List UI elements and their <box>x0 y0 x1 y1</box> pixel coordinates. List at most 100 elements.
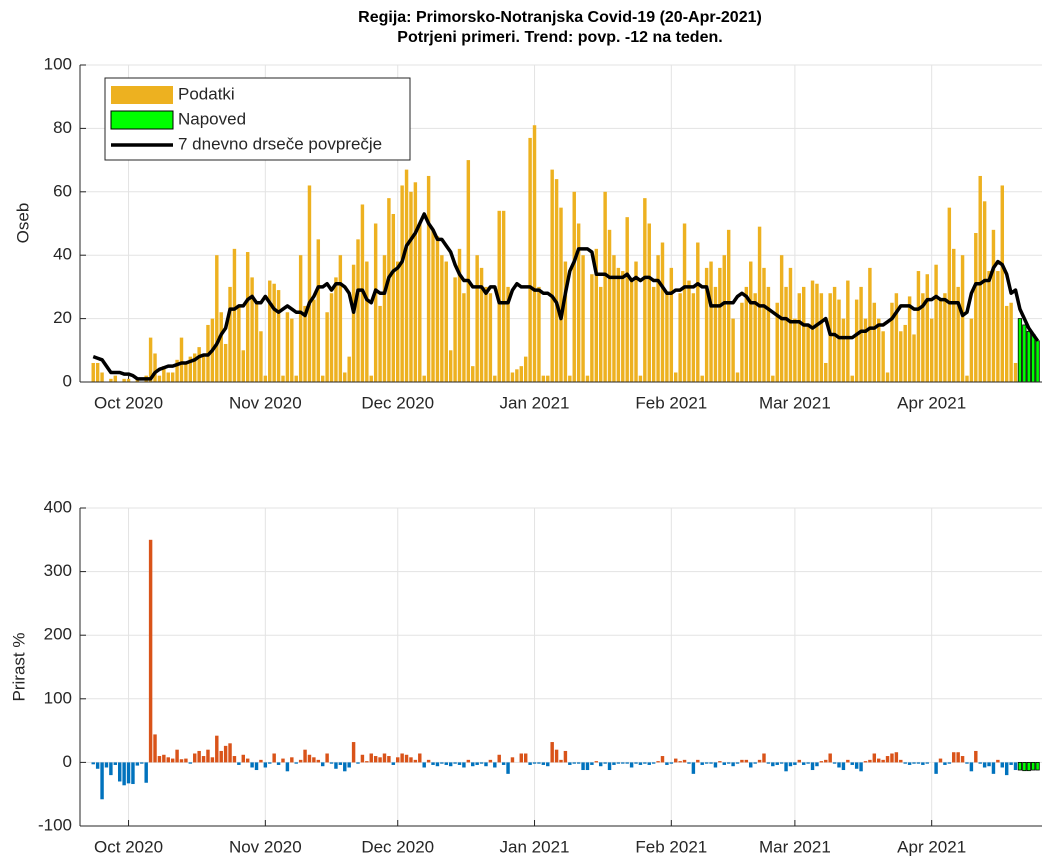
bar <box>528 762 532 765</box>
bar <box>709 261 713 382</box>
bar <box>621 762 625 764</box>
bar <box>206 749 210 763</box>
bar <box>828 293 832 382</box>
bar <box>484 286 488 382</box>
bar <box>899 331 903 382</box>
bar <box>1009 762 1013 765</box>
bar <box>356 239 360 382</box>
bar <box>581 255 585 382</box>
bar <box>991 762 996 774</box>
bar <box>365 761 369 763</box>
bar <box>290 318 294 382</box>
bar <box>590 762 594 765</box>
bar <box>422 375 426 382</box>
bar <box>952 752 956 763</box>
bar <box>391 762 396 765</box>
y-tick-label: -100 <box>38 815 72 834</box>
bar <box>532 125 537 382</box>
bar <box>594 248 599 382</box>
bar <box>193 753 197 763</box>
bar <box>175 749 179 763</box>
bar <box>391 213 396 382</box>
bar <box>656 761 660 763</box>
bar <box>696 242 700 382</box>
bar <box>749 261 753 382</box>
bar <box>929 318 934 382</box>
bar <box>625 217 629 382</box>
bar <box>466 160 471 382</box>
x-tick-label: Feb 2021 <box>635 837 707 856</box>
bar <box>113 375 118 382</box>
bar <box>241 350 245 382</box>
bar <box>634 261 638 382</box>
bar <box>387 198 391 382</box>
bar <box>285 312 290 382</box>
bar <box>572 762 576 764</box>
bar <box>276 290 281 382</box>
bar <box>479 267 484 382</box>
bar <box>237 305 241 382</box>
bar <box>109 762 113 776</box>
moving-average-line <box>92 212 1040 381</box>
bar <box>373 756 378 763</box>
bar <box>810 762 815 771</box>
bar <box>828 753 832 763</box>
bar <box>916 762 921 764</box>
bar <box>947 207 952 382</box>
bar <box>700 762 704 765</box>
bar <box>660 242 665 382</box>
bar <box>197 750 201 763</box>
bar <box>347 356 351 382</box>
y-axis-label: Oseb <box>13 203 32 244</box>
bar <box>462 762 466 768</box>
bar <box>563 261 568 382</box>
bar <box>497 754 501 763</box>
y-tick-label: 400 <box>44 497 72 516</box>
bar <box>109 378 113 382</box>
legend-label: Napoved <box>178 109 246 128</box>
bar <box>762 753 766 763</box>
bar <box>841 762 846 771</box>
y-tick-label: 0 <box>63 752 72 771</box>
bar <box>956 752 960 763</box>
bar <box>281 758 285 763</box>
bar <box>422 762 426 768</box>
bar <box>1026 330 1031 383</box>
bar <box>170 372 175 382</box>
bar <box>126 378 131 382</box>
bar <box>369 753 373 763</box>
bar <box>523 356 528 382</box>
bar <box>682 223 687 382</box>
bar <box>982 201 987 382</box>
bar <box>1031 762 1036 771</box>
bar <box>501 762 506 765</box>
bar <box>784 286 788 382</box>
bar <box>598 286 603 382</box>
bar <box>325 312 329 382</box>
bar <box>1013 762 1018 771</box>
bar <box>704 762 709 764</box>
bar <box>660 756 665 763</box>
bar <box>766 286 771 382</box>
bar <box>259 759 263 763</box>
bar <box>188 762 193 764</box>
bar <box>179 759 184 763</box>
bar <box>153 734 157 763</box>
bar <box>726 229 731 382</box>
bar <box>797 293 802 382</box>
bar <box>903 324 907 382</box>
bar <box>740 759 744 763</box>
bar <box>444 261 448 382</box>
bar <box>731 318 735 382</box>
bar <box>810 280 815 382</box>
bar <box>974 750 978 763</box>
x-tick-label: Oct 2020 <box>94 393 163 412</box>
x-tick-label: Apr 2021 <box>897 837 966 856</box>
bar <box>501 210 506 382</box>
bar <box>554 179 559 382</box>
bar <box>444 762 448 765</box>
bar <box>872 753 877 763</box>
bar <box>678 293 682 382</box>
bar <box>316 239 321 382</box>
bar <box>91 762 95 765</box>
